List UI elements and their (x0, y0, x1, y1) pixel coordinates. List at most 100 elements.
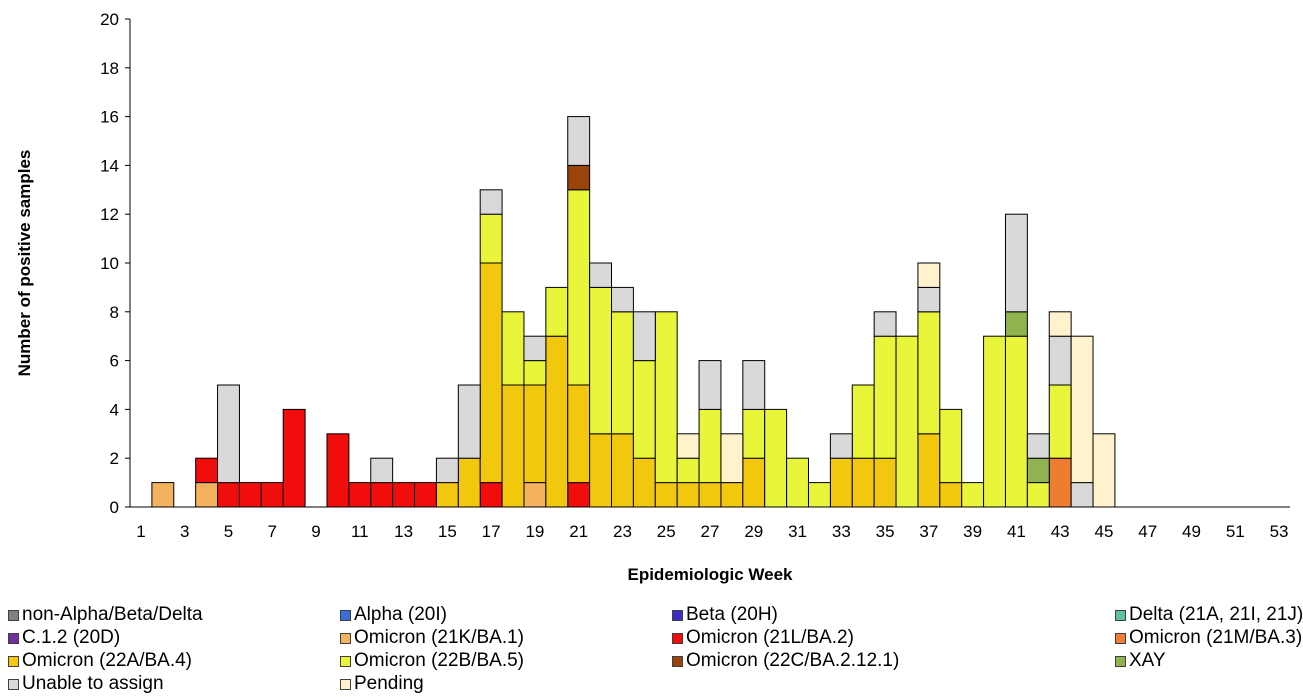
legend: non-Alpha/Beta/Delta Alpha (20I) Beta (20H… (8, 604, 1303, 696)
x-ticks: 1 3 5 7 9 11 13 15 17 19 21 23 25 27 29 31 33 35 37 39 41 43 4… (136, 522, 1288, 541)
legend-swatch (340, 678, 351, 690)
legend-item: non-Alpha/Beta/Delta (8, 604, 203, 626)
bar-week-25-series-8 (654, 482, 678, 508)
x-tick-label: 23 (613, 522, 632, 541)
bar-week-41-series-9 (1004, 335, 1028, 508)
bar-week-23-series-9 (611, 311, 634, 435)
bar-week-26-series-13 (676, 433, 700, 459)
y-tick-label: 12 (100, 205, 119, 224)
legend-label: Omicron (22A/BA.4) (22, 650, 192, 671)
bar-week-21-series-12 (567, 116, 591, 166)
legend-label: Pending (354, 673, 424, 694)
bar-week-20-series-8 (545, 335, 569, 508)
legend-swatch (1115, 609, 1126, 621)
bar-week-42-series-9 (1026, 482, 1050, 508)
x-tick-label: 9 (311, 522, 320, 541)
bar-week-28-series-13 (720, 433, 744, 484)
x-tick-label: 3 (180, 522, 189, 541)
x-tick-label: 31 (788, 522, 807, 541)
bar-week-16-series-8 (457, 457, 481, 508)
bar-week-32-series-9 (807, 482, 831, 508)
x-tick-label: 43 (1051, 522, 1070, 541)
bar-week-45-series-13 (1092, 433, 1116, 508)
bar-week-23-series-8 (611, 433, 634, 508)
bar-week-29-series-8 (742, 457, 766, 508)
legend-item: Omicron (21M/BA.3) (1115, 627, 1302, 649)
bar-week-4-series-6 (195, 457, 219, 484)
legend-label: Alpha (20I) (354, 604, 447, 625)
bar-week-43-series-7 (1048, 457, 1072, 508)
bar-week-29-series-9 (742, 408, 766, 459)
bar-week-33-series-12 (829, 433, 853, 459)
bar-week-35-series-8 (873, 457, 897, 508)
y-tick-label: 10 (100, 254, 119, 273)
bar-week-41-series-12 (1004, 213, 1028, 313)
x-tick-label: 41 (1007, 522, 1026, 541)
legend-item: Omicron (21L/BA.2) (672, 627, 854, 649)
bar-week-35-series-9 (873, 335, 897, 459)
bar-week-16-series-12 (457, 384, 481, 459)
legend-item: Omicron (22C/BA.2.12.1) (672, 650, 899, 672)
y-tick-label: 2 (110, 449, 119, 468)
bar-week-17-series-6 (479, 482, 503, 508)
x-tick-label: 13 (394, 522, 413, 541)
legend-swatch (8, 632, 19, 644)
bar-week-6-series-6 (238, 482, 262, 508)
bar-week-38-series-8 (939, 482, 963, 508)
bar-week-18-series-8 (501, 384, 525, 508)
bar-week-20-series-9 (545, 286, 569, 337)
bar-week-19-series-12 (523, 335, 547, 362)
bar-week-17-series-9 (479, 213, 503, 264)
y-tick-label: 8 (110, 303, 119, 322)
bar-week-21-series-8 (567, 384, 591, 484)
legend-label: Omicron (21L/BA.2) (686, 627, 854, 648)
bar-week-18-series-9 (501, 311, 525, 386)
bar-week-15-series-8 (435, 482, 459, 508)
x-tick-label: 39 (963, 522, 982, 541)
legend-swatch (672, 632, 683, 644)
x-tick-label: 17 (482, 522, 501, 541)
bar-week-14-series-6 (414, 482, 437, 508)
x-tick-label: 11 (351, 522, 369, 541)
bar-week-21-series-6 (567, 482, 591, 508)
x-tick-label: 7 (268, 522, 277, 541)
legend-item: Omicron (21K/BA.1) (340, 627, 524, 649)
bar-week-36-series-9 (895, 335, 919, 508)
legend-label: Omicron (22C/BA.2.12.1) (686, 650, 900, 671)
bar-week-44-series-13 (1070, 335, 1094, 484)
chart-area: 0 2 4 6 8 10 12 14 16 18 20 1 3 5 7 9 11 13 15 17 19 21 23 25 2… (15, 10, 1290, 584)
x-tick-label: 27 (701, 522, 720, 541)
bar-week-7-series-6 (260, 482, 284, 508)
legend-swatch (672, 655, 683, 667)
bar-week-37-series-9 (917, 311, 941, 435)
x-tick-label: 15 (438, 522, 457, 541)
bar-week-41-series-11 (1004, 311, 1028, 337)
bar-week-25-series-9 (654, 311, 678, 484)
bar-week-2-series-5 (151, 482, 175, 508)
bar-week-24-series-9 (632, 360, 656, 459)
bar-week-23-series-12 (611, 286, 634, 313)
bar-week-24-series-8 (632, 457, 656, 508)
bar-week-33-series-8 (829, 457, 853, 508)
x-tick-label: 51 (1226, 522, 1245, 541)
legend-label: C.1.2 (20D) (22, 627, 121, 648)
bar-week-24-series-12 (632, 311, 656, 362)
bar-week-4-series-5 (195, 482, 219, 508)
legend-swatch (8, 609, 19, 621)
legend-item: Unable to assign (8, 673, 164, 695)
x-tick-label: 5 (224, 522, 233, 541)
legend-swatch (8, 678, 19, 690)
bar-week-15-series-12 (435, 457, 459, 484)
bar-week-27-series-12 (698, 360, 722, 410)
legend-label: Beta (20H) (686, 604, 778, 625)
y-tick-label: 18 (100, 59, 119, 78)
legend-item: Pending (340, 673, 424, 695)
x-tick-label: 29 (744, 522, 763, 541)
legend-item: Omicron (22B/BA.5) (340, 650, 524, 672)
bar-week-37-series-8 (917, 433, 941, 508)
legend-label: non-Alpha/Beta/Delta (22, 604, 203, 625)
bar-week-39-series-9 (961, 482, 985, 508)
x-tick-label: 37 (919, 522, 938, 541)
x-axis-title: Epidemiologic Week (627, 565, 793, 584)
